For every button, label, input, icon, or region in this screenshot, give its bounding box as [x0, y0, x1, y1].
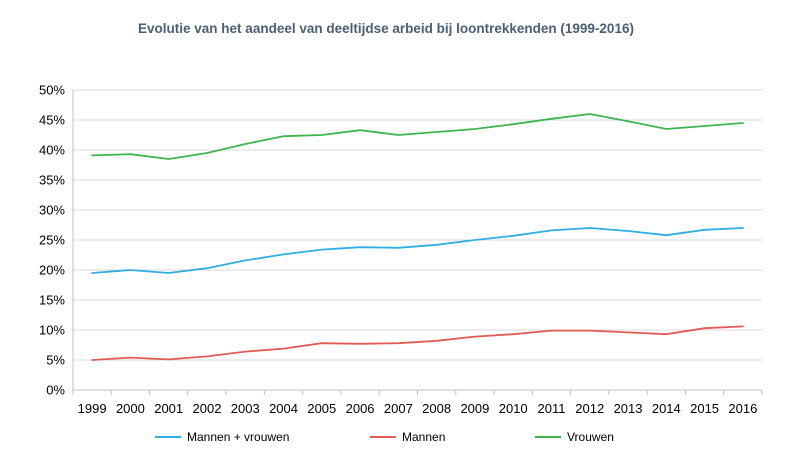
y-tick-label: 30% — [39, 203, 65, 218]
x-tick-label: 2003 — [231, 401, 260, 416]
x-tick-label: 2006 — [346, 401, 375, 416]
x-tick-label: 2014 — [652, 401, 681, 416]
y-tick-label: 45% — [39, 113, 65, 128]
y-tick-label: 0% — [46, 383, 65, 398]
y-tick-label: 5% — [46, 353, 65, 368]
y-tick-label: 15% — [39, 293, 65, 308]
x-tick-label: 2007 — [384, 401, 413, 416]
x-tick-label: 2013 — [614, 401, 643, 416]
gridlines — [72, 89, 762, 391]
series-line — [91, 325, 744, 361]
x-tick-label: 1999 — [78, 401, 107, 416]
y-tick-label: 50% — [39, 83, 65, 98]
x-tick-label: 2000 — [116, 401, 145, 416]
x-tick-label: 2002 — [193, 401, 222, 416]
series-line — [91, 113, 744, 160]
series-lines — [91, 113, 744, 361]
x-tick-label: 2010 — [499, 401, 528, 416]
x-tick-label: 2005 — [307, 401, 336, 416]
y-tick-label: 20% — [39, 263, 65, 278]
legend: Mannen + vrouwen Mannen Vrouwen — [155, 430, 614, 444]
x-tick-label: 2001 — [154, 401, 183, 416]
x-tick-label: 2016 — [728, 401, 757, 416]
x-tick-label: 2012 — [575, 401, 604, 416]
x-tick-label: 2011 — [537, 401, 565, 416]
y-axis-labels: 0% 5% 10% 15% 20% 25% 30% 35% 40% 45% 50% — [39, 83, 65, 398]
x-tick-label: 2015 — [690, 401, 719, 416]
series-line — [91, 227, 744, 274]
y-tick-label: 35% — [39, 173, 65, 188]
x-tick-label: 2009 — [460, 401, 489, 416]
y-tick-label: 10% — [39, 323, 65, 338]
x-axis-labels: 1999 2000 2001 2002 2003 2004 2005 2006 2007 2008… — [72, 390, 763, 416]
legend-label: Mannen + vrouwen — [187, 430, 289, 444]
legend-label: Mannen — [402, 430, 445, 444]
legend-label: Vrouwen — [567, 430, 614, 444]
y-tick-label: 25% — [39, 233, 65, 248]
y-tick-label: 40% — [39, 143, 65, 158]
x-tick-label: 2004 — [269, 401, 298, 416]
x-tick-label: 2008 — [422, 401, 451, 416]
chart-title: Evolutie van het aandeel van deeltijdse … — [138, 21, 634, 36]
